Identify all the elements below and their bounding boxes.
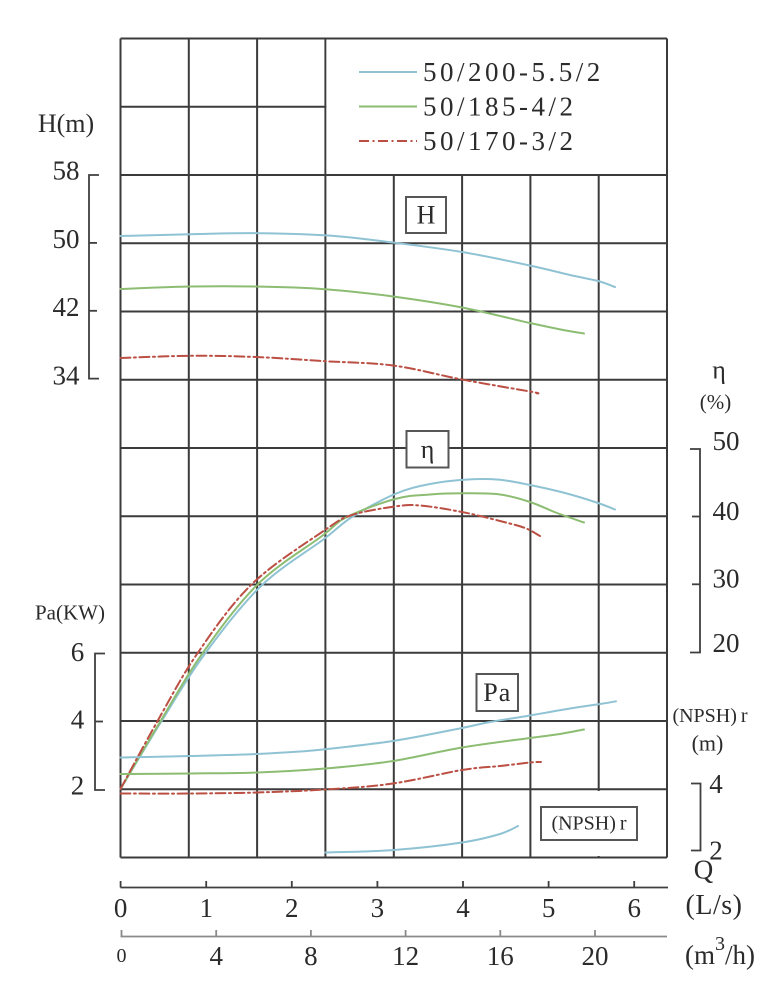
svg-text:H(m): H(m) [38, 109, 94, 138]
svg-text:4: 4 [209, 941, 223, 971]
svg-text:H: H [417, 201, 436, 230]
svg-text:42: 42 [53, 292, 80, 322]
svg-text:(%): (%) [700, 390, 731, 414]
svg-text:58: 58 [53, 156, 80, 186]
svg-text:(NPSH) r: (NPSH) r [551, 813, 626, 835]
svg-text:4: 4 [71, 705, 85, 735]
svg-text:3: 3 [371, 893, 385, 923]
svg-text:η: η [421, 435, 435, 464]
svg-text:4: 4 [456, 893, 470, 923]
svg-text:6: 6 [627, 893, 641, 923]
svg-text:4: 4 [709, 769, 723, 799]
svg-text:(NPSH) r: (NPSH) r [672, 705, 747, 727]
svg-text:2: 2 [285, 893, 299, 923]
svg-text:Q: Q [694, 855, 714, 885]
svg-text:16: 16 [487, 941, 514, 971]
svg-text:2: 2 [71, 771, 85, 801]
svg-text:0: 0 [117, 945, 127, 967]
svg-text:40: 40 [713, 496, 740, 526]
svg-text:20: 20 [713, 628, 740, 658]
svg-text:20: 20 [582, 941, 609, 971]
svg-text:50/185-4/2: 50/185-4/2 [423, 92, 577, 122]
svg-text:6: 6 [71, 637, 85, 667]
svg-text:8: 8 [304, 941, 318, 971]
svg-text:Pa(KW): Pa(KW) [35, 601, 105, 625]
svg-text:12: 12 [392, 941, 419, 971]
svg-text:2: 2 [709, 836, 723, 866]
svg-text:η: η [712, 356, 726, 385]
svg-text:50/200-5.5/2: 50/200-5.5/2 [423, 57, 604, 87]
svg-text:1: 1 [199, 893, 213, 923]
svg-text:50: 50 [53, 224, 80, 254]
svg-text:(L/s): (L/s) [686, 890, 743, 921]
svg-text:5: 5 [542, 893, 556, 923]
svg-text:(m): (m) [692, 731, 724, 756]
svg-text:50/170-3/2: 50/170-3/2 [423, 126, 577, 156]
svg-text:Pa: Pa [483, 678, 511, 707]
svg-text:0: 0 [114, 893, 128, 923]
svg-text:30: 30 [713, 564, 740, 594]
svg-text:50: 50 [713, 426, 740, 456]
svg-text:34: 34 [53, 360, 81, 390]
